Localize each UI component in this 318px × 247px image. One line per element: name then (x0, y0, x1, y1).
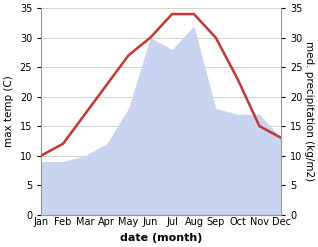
X-axis label: date (month): date (month) (120, 233, 203, 243)
Y-axis label: max temp (C): max temp (C) (4, 75, 14, 147)
Y-axis label: med. precipitation (kg/m2): med. precipitation (kg/m2) (304, 41, 314, 181)
